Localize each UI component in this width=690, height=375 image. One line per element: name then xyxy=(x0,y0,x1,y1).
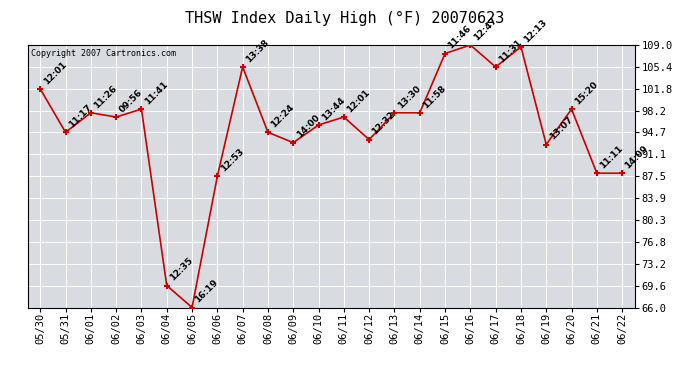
Text: 13:38: 13:38 xyxy=(244,38,270,64)
Text: 13:07: 13:07 xyxy=(548,115,574,142)
Text: 11:11: 11:11 xyxy=(598,144,625,170)
Text: 11:26: 11:26 xyxy=(92,83,119,110)
Text: 11:58: 11:58 xyxy=(421,83,448,110)
Text: THSW Index Daily High (°F) 20070623: THSW Index Daily High (°F) 20070623 xyxy=(186,11,504,26)
Text: 09:56: 09:56 xyxy=(117,88,144,114)
Text: 11:41: 11:41 xyxy=(143,80,170,106)
Text: 15:20: 15:20 xyxy=(573,80,600,106)
Text: 11:46: 11:46 xyxy=(446,24,473,51)
Text: 12:01: 12:01 xyxy=(345,88,372,114)
Text: 14:00: 14:00 xyxy=(295,113,321,140)
Text: Copyright 2007 Cartronics.com: Copyright 2007 Cartronics.com xyxy=(30,49,176,58)
Text: 12:24: 12:24 xyxy=(269,103,296,129)
Text: 13:30: 13:30 xyxy=(396,84,422,110)
Text: 12:13: 12:13 xyxy=(522,18,549,44)
Text: 11:17: 11:17 xyxy=(67,103,94,129)
Text: 13:44: 13:44 xyxy=(320,95,346,122)
Text: 12:01: 12:01 xyxy=(41,60,68,86)
Text: 12:53: 12:53 xyxy=(219,147,246,174)
Text: 14:09: 14:09 xyxy=(624,144,650,170)
Text: 12:35: 12:35 xyxy=(168,256,195,283)
Text: 16:19: 16:19 xyxy=(193,278,220,305)
Text: 12:47: 12:47 xyxy=(472,15,498,42)
Text: 11:31: 11:31 xyxy=(497,38,524,64)
Text: 12:32: 12:32 xyxy=(371,110,397,137)
